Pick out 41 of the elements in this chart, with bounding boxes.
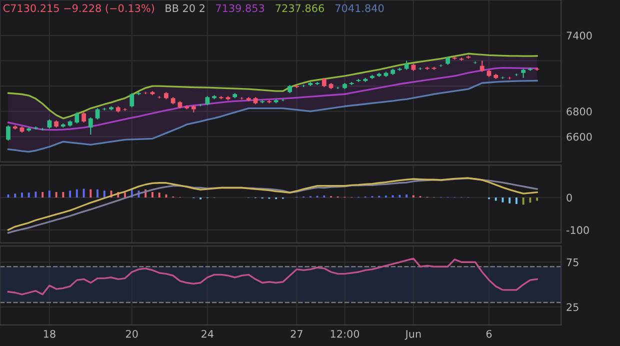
annotation: 7139.853 bbox=[216, 4, 264, 12]
candlestick bbox=[480, 60, 484, 72]
candlestick bbox=[136, 92, 141, 96]
x-tick-label: 6 bbox=[486, 330, 492, 338]
chart-title: C7130.215 −9.228 (−0.13%) bbox=[3, 4, 154, 14]
annotation: BB 20 2 bbox=[166, 4, 204, 12]
y-tick-label: 25 bbox=[566, 303, 578, 312]
line-series bbox=[7, 66, 538, 131]
line-series bbox=[7, 52, 538, 120]
y-tick-label: 6800 bbox=[566, 108, 592, 116]
y-tick-label: 6600 bbox=[566, 132, 592, 141]
y-tick-label: -100 bbox=[566, 226, 589, 234]
candlestick bbox=[521, 68, 526, 78]
candlestick bbox=[398, 67, 402, 72]
annotation: 7237.866 bbox=[276, 4, 324, 12]
candlestick bbox=[82, 112, 86, 124]
annotation: 7041.840 bbox=[336, 4, 384, 12]
x-tick-label: 18 bbox=[44, 330, 56, 338]
candlestick bbox=[47, 118, 52, 130]
x-tick-label: 20 bbox=[126, 330, 138, 338]
candlestick bbox=[528, 67, 532, 72]
y-tick-label: 0 bbox=[566, 194, 572, 202]
candlestick bbox=[74, 112, 80, 124]
y-tick-label: 7400 bbox=[566, 32, 592, 40]
candlestick bbox=[205, 96, 210, 106]
candlestick bbox=[95, 108, 100, 120]
candlestick bbox=[315, 81, 320, 86]
candlestick bbox=[6, 124, 10, 142]
x-tick-label: 24 bbox=[202, 330, 214, 338]
candlestick bbox=[34, 126, 38, 130]
y-tick-label: 75 bbox=[566, 258, 578, 266]
x-tick-label: 12:00 bbox=[330, 330, 360, 338]
x-tick-label: Jun bbox=[404, 330, 421, 340]
candlestick bbox=[130, 92, 134, 108]
candlestick bbox=[88, 116, 93, 136]
x-tick-label: 27 bbox=[290, 330, 302, 338]
candlestick bbox=[322, 77, 326, 88]
candlestick bbox=[267, 100, 272, 104]
line-series bbox=[7, 258, 538, 296]
line-series bbox=[7, 80, 538, 153]
candlestick bbox=[404, 60, 409, 70]
